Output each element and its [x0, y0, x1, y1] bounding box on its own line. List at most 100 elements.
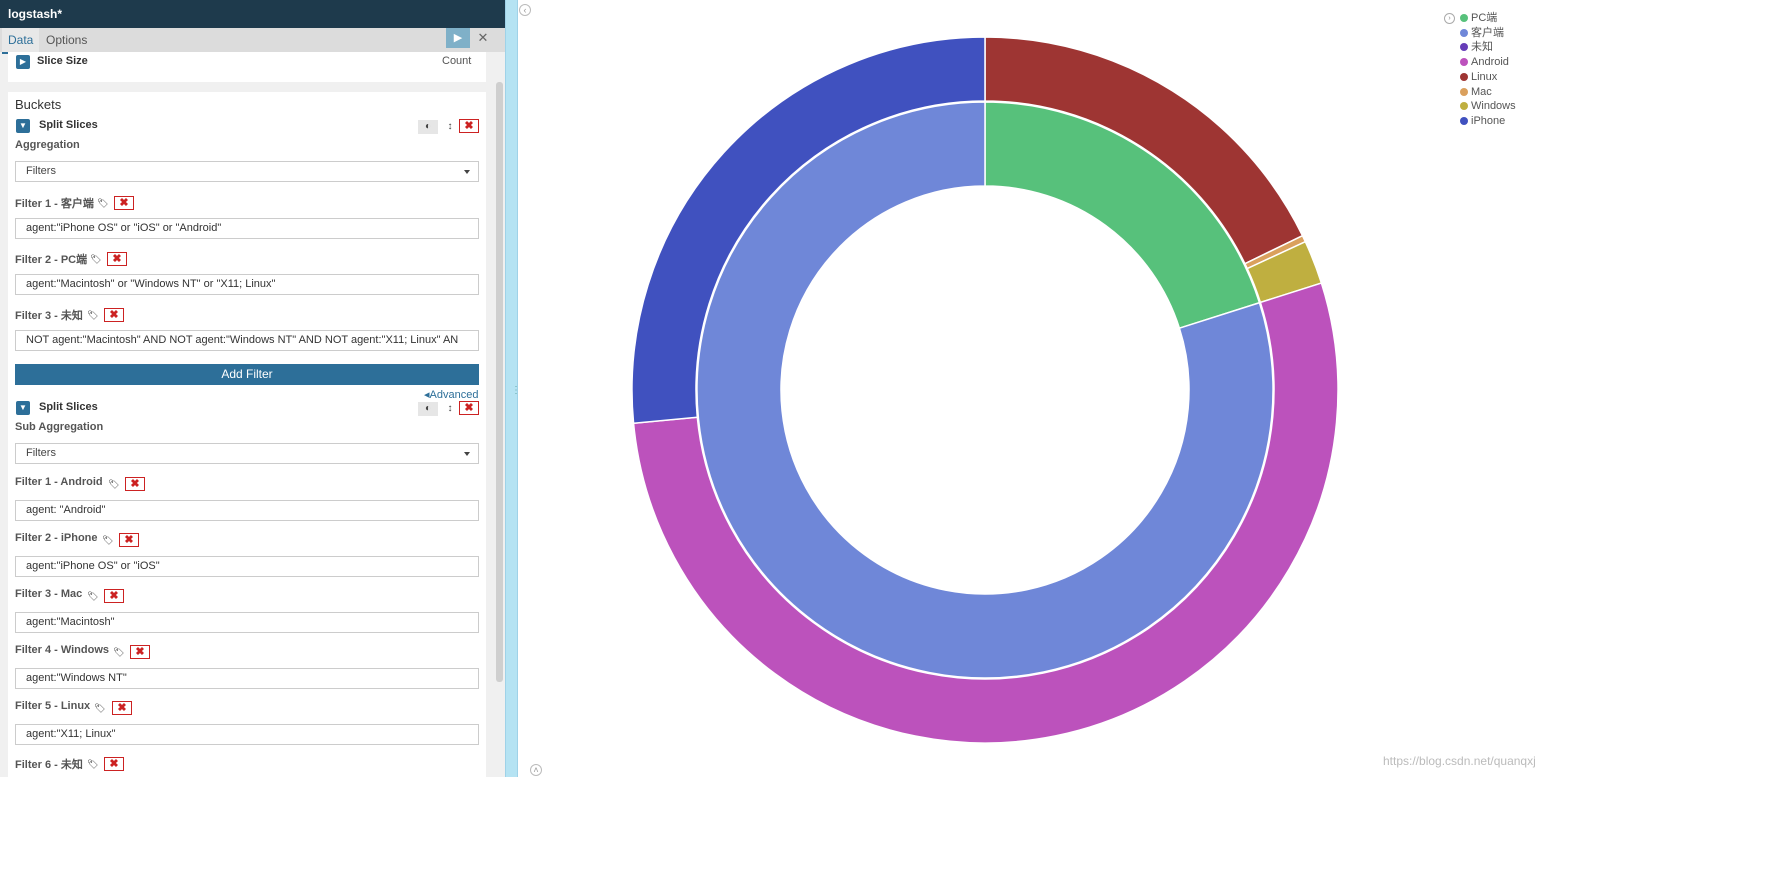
advanced-link-label: Advanced: [429, 389, 479, 401]
apply-changes-button[interactable]: ▶: [446, 28, 470, 48]
remove-filter-button[interactable]: ✖: [125, 477, 145, 491]
remove-filter-button[interactable]: ✖: [119, 533, 139, 547]
buckets-panel: Buckets ▼ Split Slices ◐ ↕ ✖ Aggregation…: [8, 92, 486, 777]
tag-icon[interactable]: 🏷: [87, 310, 99, 320]
collapse-sidebar-icon[interactable]: ‹: [519, 4, 531, 16]
legend-toggle-icon[interactable]: ›: [1444, 13, 1455, 24]
remove-filter-button[interactable]: ✖: [104, 589, 124, 603]
tab-data[interactable]: Data: [2, 28, 40, 54]
filter-label: Filter 1 - Android: [15, 476, 103, 488]
slice-size-label: Slice Size: [37, 55, 88, 67]
tab-row: Data Options: [0, 28, 505, 54]
filter-label: Filter 3 - Mac: [15, 588, 83, 600]
legend-dot-icon: [1460, 72, 1468, 81]
aggregation-select-value: Filters: [26, 165, 56, 177]
sub-aggregation-label: Sub Aggregation: [15, 421, 104, 433]
legend-label: Linux: [1471, 70, 1498, 83]
filter-label: Filter 1 - 客户端: [15, 198, 94, 210]
filter-query-input[interactable]: agent:"iPhone OS" or "iOS" or "Android": [15, 218, 479, 239]
slice-iPhone[interactable]: [631, 36, 986, 425]
slice-客户端[interactable]: [696, 101, 1274, 679]
filter-label: Filter 2 - iPhone: [15, 532, 98, 544]
legend-dot-icon: [1460, 28, 1468, 37]
outer-ring: [631, 36, 1339, 744]
legend-dot-icon: [1460, 14, 1468, 22]
sub-aggregation-select-value: Filters: [26, 447, 56, 459]
legend-dot-icon: [1460, 116, 1468, 125]
resize-divider[interactable]: [505, 0, 518, 777]
watermark: https://blog.csdn.net/quanqxj: [1383, 754, 1536, 768]
legend-label: 客户端: [1471, 26, 1504, 39]
toggle-icon[interactable]: ◐: [418, 402, 438, 416]
buckets-title: Buckets: [15, 97, 62, 112]
remove-filter-button[interactable]: ✖: [130, 645, 150, 659]
filter-query-input[interactable]: agent: "Android": [15, 500, 479, 521]
inner-ring: [696, 101, 1274, 679]
collapse-toggle-icon[interactable]: ▼: [16, 119, 30, 133]
filter-label: Filter 6 - 未知: [15, 759, 83, 771]
remove-agg-button[interactable]: ✖: [459, 119, 479, 133]
advanced-link[interactable]: ◂Advanced: [424, 389, 479, 401]
tag-icon[interactable]: 🏷: [90, 254, 102, 264]
legend-dot-icon: [1460, 87, 1468, 96]
slice-size-value: Count: [442, 55, 472, 67]
split-slices-label: Split Slices: [39, 119, 98, 131]
caret-down-icon: [464, 452, 470, 456]
remove-filter-button[interactable]: ✖: [114, 196, 134, 210]
remove-filter-button[interactable]: ✖: [104, 308, 124, 322]
tab-options[interactable]: Options: [46, 33, 88, 47]
legend-dot-icon: [1460, 43, 1468, 52]
filter-query-input[interactable]: agent:"iPhone OS" or "iOS": [15, 556, 479, 577]
filter-query-input[interactable]: agent:"Windows NT": [15, 668, 479, 689]
tag-icon[interactable]: 🏷: [113, 647, 125, 657]
donut-chart: [631, 36, 1339, 744]
legend-label: iPhone: [1471, 114, 1506, 127]
sidebar-scrollbar[interactable]: [496, 82, 503, 682]
legend-label: Mac: [1471, 85, 1492, 98]
legend-label: 未知: [1471, 41, 1493, 54]
filter-label: Filter 4 - Windows: [15, 644, 110, 656]
collapse-bottom-icon[interactable]: ˄: [530, 764, 542, 776]
metrics-panel: ▶ Slice Size Count: [8, 52, 486, 82]
play-icon: ▶: [453, 32, 463, 44]
legend-label: Android: [1471, 56, 1509, 69]
remove-filter-button[interactable]: ✖: [104, 757, 124, 771]
caret-down-icon: [464, 170, 470, 174]
toggle-icon[interactable]: ◐: [418, 120, 438, 134]
remove-agg-button[interactable]: ✖: [459, 401, 479, 415]
tag-icon[interactable]: 🏷: [102, 535, 114, 545]
filter-label: Filter 2 - PC端: [15, 254, 88, 266]
filter-query-input[interactable]: agent:"X11; Linux": [15, 724, 479, 745]
tag-icon[interactable]: 🏷: [97, 198, 109, 208]
filter-label: Filter 3 - 未知: [15, 310, 83, 322]
filter-query-input[interactable]: agent:"Macintosh": [15, 612, 479, 633]
aggregation-label: Aggregation: [15, 139, 80, 151]
slice-Android[interactable]: [632, 282, 1339, 744]
move-handle-icon[interactable]: ↕: [447, 403, 453, 414]
sub-aggregation-select[interactable]: Filters: [15, 443, 479, 464]
tag-icon[interactable]: 🏷: [87, 759, 99, 769]
tag-icon[interactable]: 🏷: [87, 591, 99, 601]
add-filter-button[interactable]: Add Filter: [15, 364, 479, 385]
legend-label: Windows: [1471, 100, 1516, 113]
drag-handle-icon[interactable]: ⋮: [511, 385, 521, 396]
move-handle-icon[interactable]: ↕: [447, 121, 453, 132]
index-pattern-title: logstash*: [0, 0, 505, 28]
tag-icon[interactable]: 🏷: [94, 703, 106, 713]
filter-label: Filter 5 - Linux: [15, 700, 91, 712]
split-slices-label: Split Slices: [39, 401, 98, 413]
editor-sidebar: logstash* Data Options ▶ ✕ ▶ Slice Size …: [0, 0, 506, 777]
discard-button[interactable]: ✕: [475, 28, 491, 48]
legend-dot-icon: [1460, 58, 1468, 67]
expand-toggle-icon[interactable]: ▶: [16, 55, 30, 69]
tag-icon[interactable]: 🏷: [108, 479, 120, 489]
legend-label: PC端: [1471, 12, 1498, 24]
aggregation-select[interactable]: Filters: [15, 161, 479, 182]
filter-query-input[interactable]: agent:"Macintosh" or "Windows NT" or "X1…: [15, 274, 479, 295]
remove-filter-button[interactable]: ✖: [112, 701, 132, 715]
legend-dot-icon: [1460, 102, 1468, 111]
filter-query-input[interactable]: NOT agent:"Macintosh" AND NOT agent:"Win…: [15, 330, 479, 351]
remove-filter-button[interactable]: ✖: [107, 252, 127, 266]
close-icon: ✕: [477, 30, 489, 45]
collapse-toggle-icon[interactable]: ▼: [16, 401, 30, 415]
